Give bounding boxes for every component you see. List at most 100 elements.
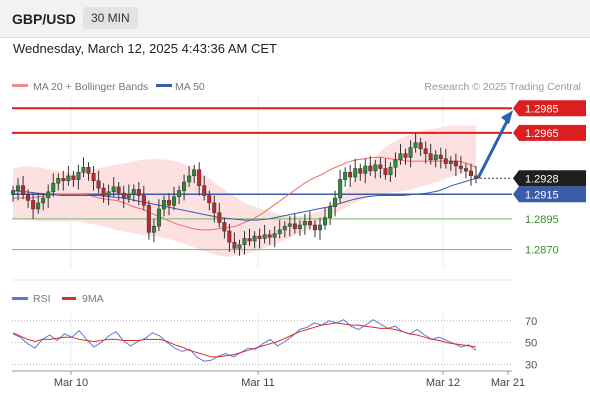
rsi-tick-30: 30 bbox=[525, 360, 537, 372]
candle-body-91 bbox=[468, 170, 473, 177]
candle-body-90 bbox=[463, 168, 468, 172]
candle-body-69 bbox=[358, 168, 363, 174]
candle-body-8 bbox=[51, 182, 56, 193]
candle-body-46 bbox=[242, 238, 247, 245]
candle-body-57 bbox=[297, 224, 302, 229]
candle-body-83 bbox=[428, 153, 433, 161]
bollinger-band-area bbox=[13, 125, 476, 257]
candle-body-86 bbox=[443, 158, 448, 164]
time-label-2: Mar 12 bbox=[426, 377, 460, 389]
level-badge-1.2985-label: 1.2985 bbox=[525, 103, 559, 115]
candle-body-31 bbox=[166, 200, 171, 206]
candle-body-41 bbox=[217, 212, 222, 223]
candle-body-52 bbox=[272, 233, 277, 238]
forecast-arrow-shaft bbox=[476, 116, 511, 179]
candle-body-72 bbox=[373, 164, 378, 172]
candle-body-68 bbox=[353, 168, 358, 178]
rsi-tick-70: 70 bbox=[525, 316, 537, 328]
rsi-ma-legend-label: 9MA bbox=[82, 293, 104, 305]
candle-body-24 bbox=[131, 189, 136, 195]
bollinger-bands bbox=[13, 125, 476, 257]
candle-body-14 bbox=[81, 167, 86, 173]
currency-pair-title: GBP/USD bbox=[12, 11, 76, 27]
candle-body-28 bbox=[151, 225, 156, 233]
candle-body-58 bbox=[302, 221, 307, 226]
candle-body-16 bbox=[91, 173, 96, 182]
ma50-line bbox=[12, 177, 477, 221]
level-badge-1.2965-bg bbox=[513, 124, 586, 141]
candle-body-45 bbox=[237, 244, 242, 249]
ma20-legend-swatch bbox=[12, 84, 28, 87]
rsi-ma-line bbox=[12, 322, 477, 358]
candle-body-80 bbox=[413, 142, 418, 148]
candle-body-1 bbox=[16, 185, 21, 191]
rsi-legend-label: RSI bbox=[33, 293, 51, 305]
candle-body-66 bbox=[343, 171, 348, 180]
candle-body-75 bbox=[388, 167, 393, 175]
candle-body-6 bbox=[41, 197, 46, 204]
candle-body-81 bbox=[418, 142, 423, 150]
candle-body-62 bbox=[323, 217, 328, 226]
level-badge-1.2965-label: 1.2965 bbox=[525, 128, 559, 140]
candle-body-67 bbox=[348, 171, 353, 178]
candle-body-10 bbox=[61, 178, 66, 182]
candle-body-17 bbox=[96, 180, 101, 189]
ma50-legend-swatch bbox=[156, 84, 172, 87]
time-label-1: Mar 11 bbox=[241, 377, 274, 389]
time-axis: Mar 10 Mar 11 Mar 12 Mar 21 bbox=[12, 370, 525, 389]
candle-body-9 bbox=[56, 178, 61, 184]
candle-body-88 bbox=[453, 160, 458, 167]
candle-body-37 bbox=[197, 169, 202, 186]
candlesticks bbox=[10, 132, 478, 256]
candle-body-30 bbox=[161, 200, 166, 210]
timeframe-button[interactable]: 30 MIN bbox=[83, 7, 138, 29]
candle-body-35 bbox=[187, 175, 192, 183]
price-badges: 1.2985 1.2965 1.2915 1.2895 1.2870 1.2928 bbox=[513, 100, 586, 257]
candle-body-21 bbox=[116, 186, 121, 194]
rsi-ma-legend-swatch bbox=[62, 297, 76, 300]
candle-body-33 bbox=[177, 190, 182, 197]
candle-body-74 bbox=[383, 168, 388, 175]
candle-body-47 bbox=[247, 238, 252, 242]
candle-body-36 bbox=[192, 169, 197, 177]
candle-body-63 bbox=[328, 206, 333, 218]
candle-body-55 bbox=[287, 223, 292, 227]
candle-body-87 bbox=[448, 160, 453, 164]
candle-body-19 bbox=[106, 191, 111, 196]
ma50-legend-label: MA 50 bbox=[175, 81, 205, 93]
rsi-tick-50: 50 bbox=[525, 338, 537, 350]
candle-body-79 bbox=[408, 147, 413, 158]
candle-body-60 bbox=[312, 224, 317, 231]
candle-body-48 bbox=[252, 235, 257, 242]
candle-body-23 bbox=[126, 194, 131, 199]
level-badge-1.2915-label: 1.2915 bbox=[525, 189, 559, 201]
time-label-0: Mar 10 bbox=[54, 377, 88, 389]
candle-body-53 bbox=[277, 229, 282, 234]
candle-body-50 bbox=[262, 234, 267, 239]
candle-body-61 bbox=[317, 224, 322, 231]
datetime-label: Wednesday, March 12, 2025 4:43:36 AM CET bbox=[13, 41, 277, 56]
candle-body-78 bbox=[403, 153, 408, 158]
candle-body-4 bbox=[31, 200, 36, 210]
candle-body-27 bbox=[146, 205, 151, 233]
candle-body-43 bbox=[227, 230, 232, 243]
level-badge-1.2985-bg bbox=[513, 100, 586, 117]
candle-body-64 bbox=[333, 197, 338, 207]
candle-body-84 bbox=[433, 154, 438, 161]
candle-body-2 bbox=[21, 185, 26, 195]
level-badge-1.2915-bg bbox=[513, 186, 586, 203]
candle-body-18 bbox=[101, 187, 106, 196]
level-text-1.2870: 1.2870 bbox=[525, 245, 559, 257]
time-label-3: Mar 21 bbox=[491, 377, 525, 389]
rsi-line bbox=[12, 319, 477, 362]
candle-body-26 bbox=[141, 195, 146, 206]
current-price-badge-label: 1.2928 bbox=[525, 173, 559, 185]
candle-body-11 bbox=[66, 175, 71, 182]
candle-body-22 bbox=[121, 192, 126, 199]
candle-body-0 bbox=[10, 190, 15, 195]
candle-body-13 bbox=[76, 171, 81, 180]
candle-body-65 bbox=[338, 179, 343, 199]
candle-body-59 bbox=[307, 221, 312, 226]
